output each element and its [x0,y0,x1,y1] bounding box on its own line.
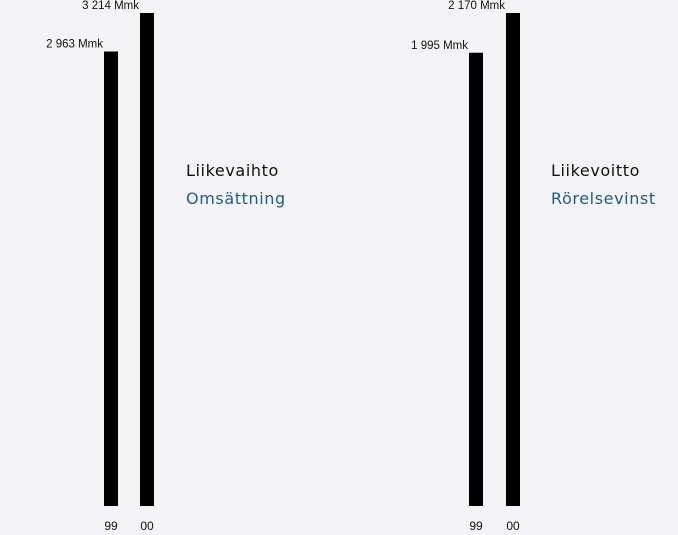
tick-label: 99 [469,519,483,533]
chart-title: Liikevoitto [551,161,640,180]
chart-subtitle: Omsättning [186,189,286,208]
bar-00 [506,13,520,506]
value-label: 2 963 Mmk [46,39,103,51]
tick-label: 00 [140,519,154,533]
bar-00 [140,13,154,506]
chart-2: 1 995 Mmk 99 2 170 Mmk 00 Liikevoitto Rörelse… [411,0,656,533]
tick-label: 99 [104,519,118,533]
chart-1: 2 963 Mmk 99 3 214 Mmk 00 Liikevaihto Omsättn… [46,0,286,533]
chart-subtitle: Rörelsevinst [551,189,656,208]
value-label: 3 214 Mmk [82,0,139,12]
bar-99 [469,52,483,507]
value-label: 1 995 Mmk [411,40,468,52]
bar-99 [104,51,118,506]
value-label: 2 170 Mmk [448,0,505,12]
tick-label: 00 [506,519,520,533]
chart-title: Liikevaihto [186,161,279,180]
